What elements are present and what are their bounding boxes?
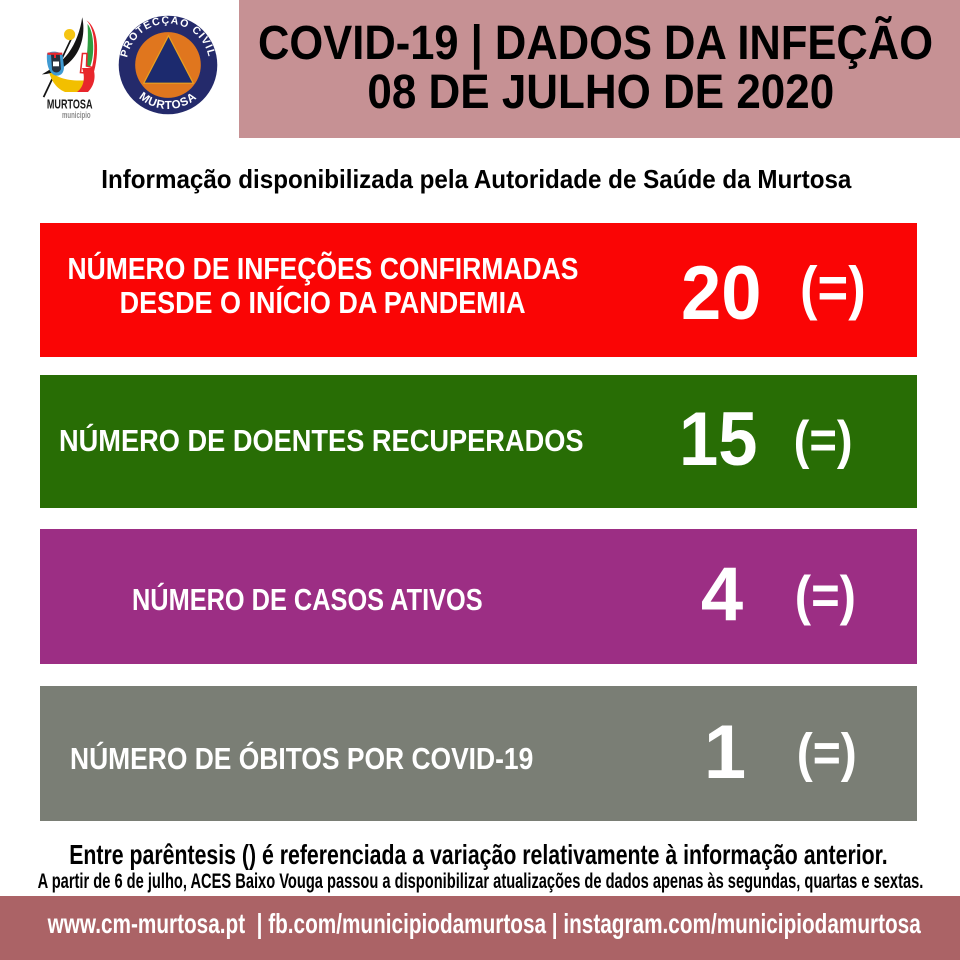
svg-text:MURTOSA: MURTOSA (47, 97, 93, 112)
svg-text:municipio: municipio (62, 110, 91, 121)
